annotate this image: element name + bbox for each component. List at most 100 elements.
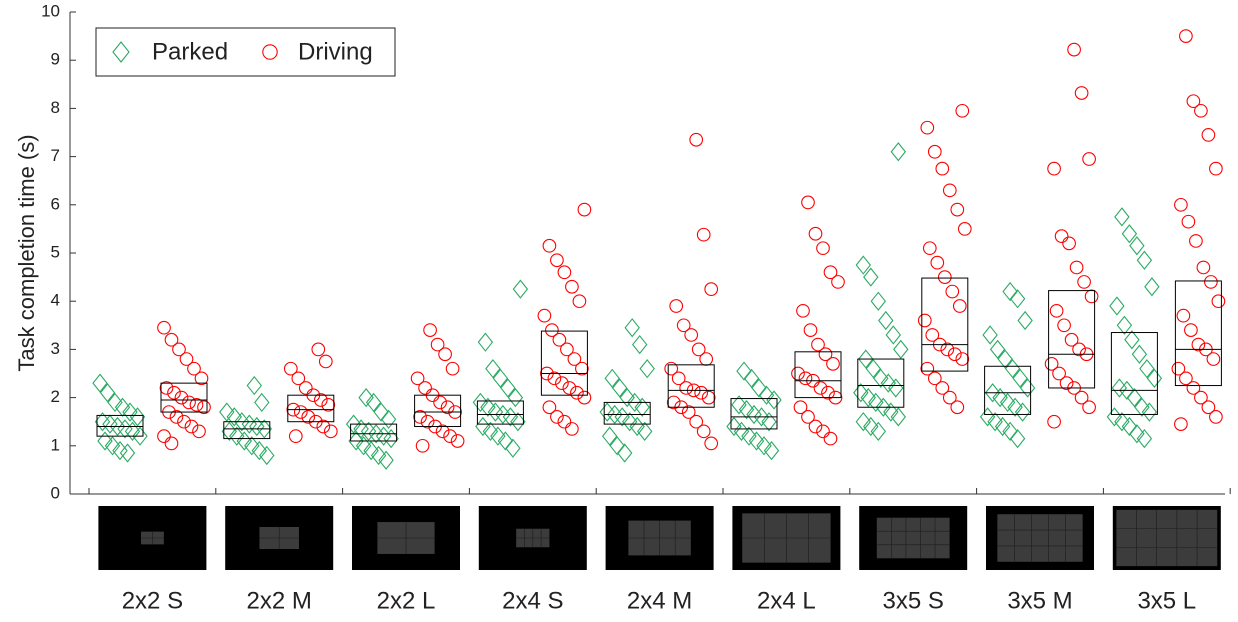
data-point [1205,276,1218,289]
data-point [424,324,437,337]
data-point [446,362,459,375]
data-point [832,276,845,289]
data-point [377,427,391,445]
data-point [1210,411,1223,424]
data-point [871,292,885,310]
data-point [538,309,551,322]
y-tick-label: 8 [51,98,60,117]
data-point [983,326,997,344]
data-point [1132,345,1146,363]
data-point [165,437,178,450]
data-point [419,382,432,395]
data-point [566,423,579,436]
data-point [1137,251,1151,269]
data-point [824,432,837,445]
y-tick-label: 7 [51,146,60,165]
data-point [1006,360,1020,378]
data-point [618,444,632,462]
data-point [797,305,810,318]
data-point [690,133,703,146]
data-point [919,314,932,327]
data-point [866,360,880,378]
data-point [1068,43,1081,56]
data-point [809,420,822,433]
data-point [814,382,827,395]
data-point [543,239,556,252]
data-point [939,271,952,284]
y-tick-label: 9 [51,50,60,69]
data-point [1078,276,1091,289]
data-point [556,377,569,390]
data-point [931,256,944,269]
data-point [1175,199,1188,212]
data-point [1048,162,1061,175]
data-point [434,396,447,409]
data-point [1127,389,1141,407]
data-point [700,353,713,366]
x-tick-label: 3x5 S [883,587,944,614]
data-point [705,283,718,296]
data-point [175,391,188,404]
data-point [1175,418,1188,431]
data-point [921,121,934,134]
data-point [563,382,576,395]
legend-label: Driving [298,38,373,65]
data-point [670,300,683,313]
data-point [185,420,198,433]
data-point [817,242,830,255]
data-point [1085,290,1098,303]
data-point [924,242,937,255]
data-point [1190,235,1203,248]
data-point [121,444,135,462]
data-point [93,374,107,392]
data-point [1210,162,1223,175]
y-tick-label: 0 [51,483,60,502]
data-point [384,430,398,448]
data-point [1003,283,1017,301]
data-point [295,406,308,419]
legend-label: Parked [152,38,228,65]
box [668,365,714,407]
data-point [879,312,893,330]
data-point [578,203,591,216]
thumbnail-grid [997,514,1082,562]
y-tick-label: 2 [51,387,60,406]
data-point [959,223,972,236]
x-tick-label: 3x5 M [1007,587,1072,614]
thumbnail-grid [877,518,950,559]
data-point [103,415,117,433]
data-point [605,370,619,388]
data-point [558,415,571,428]
data-point [954,300,967,313]
data-point [290,430,303,443]
data-point [193,425,206,438]
data-point [1145,278,1159,296]
data-point [956,105,969,118]
data-point [1075,87,1088,100]
data-point [508,389,522,407]
data-point [944,184,957,197]
data-point [478,333,492,351]
data-point [1013,370,1027,388]
data-point [949,348,962,361]
x-tick-label: 3x5 L [1137,587,1196,614]
data-point [956,353,969,366]
data-point [1195,105,1208,118]
data-point [158,321,171,334]
y-tick-label: 4 [51,291,60,310]
data-point [1058,319,1071,332]
data-point [613,379,627,397]
data-point [1050,305,1063,318]
data-point [250,418,264,436]
data-point [1070,261,1083,274]
x-tick-label: 2x2 S [122,587,183,614]
data-point [558,266,571,279]
box [161,383,207,412]
y-tick-label: 3 [51,339,60,358]
data-point [1115,208,1129,226]
data-point [255,394,269,412]
data-point [168,386,181,399]
data-point [633,336,647,354]
data-point [697,425,710,438]
data-point [792,367,805,380]
